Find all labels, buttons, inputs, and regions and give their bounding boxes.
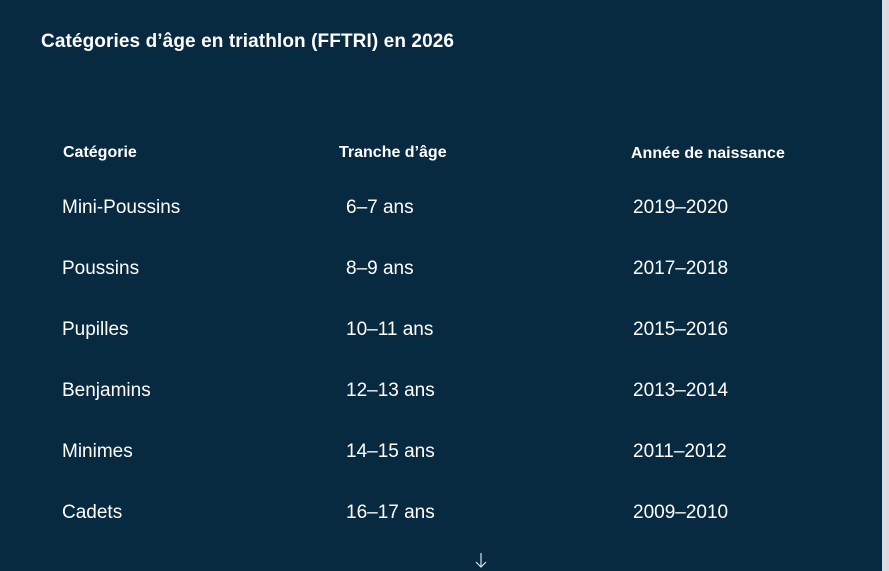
header-categorie: Catégorie [63,144,137,161]
row-1-annee-naissance: 2019–2020 [633,197,729,218]
scroll-edge [882,0,889,571]
row-2-annee-naissance: 2017–2018 [633,258,729,279]
row-6-tranche-age: 16–17 ans [346,502,435,523]
row-4-tranche-age: 12–13 ans [346,380,435,401]
row-2-categorie: Poussins [62,258,140,279]
header-annee-naissance: Année de naissance [631,145,785,162]
row-4-categorie: Benjamins [62,380,151,401]
row-3-annee-naissance: 2015–2016 [633,319,729,340]
row-6-annee-naissance: 2009–2010 [633,502,729,523]
row-3-categorie: Pupilles [62,319,129,340]
header-tranche-age: Tranche d’âge [339,144,447,161]
row-2-tranche-age: 8–9 ans [346,258,414,279]
row-5-tranche-age: 14–15 ans [346,441,435,462]
row-5-categorie: Minimes [62,441,133,462]
page-title: Catégories d’âge en triathlon (FFTRI) en… [41,31,455,52]
row-3-tranche-age: 10–11 ans [346,319,434,340]
row-5-annee-naissance: 2011–2012 [633,441,727,462]
row-1-categorie: Mini-Poussins [62,197,181,218]
row-6-categorie: Cadets [62,502,123,523]
arrow-down-icon[interactable] [474,552,488,571]
row-1-tranche-age: 6–7 ans [346,197,414,218]
row-4-annee-naissance: 2013–2014 [633,380,729,401]
